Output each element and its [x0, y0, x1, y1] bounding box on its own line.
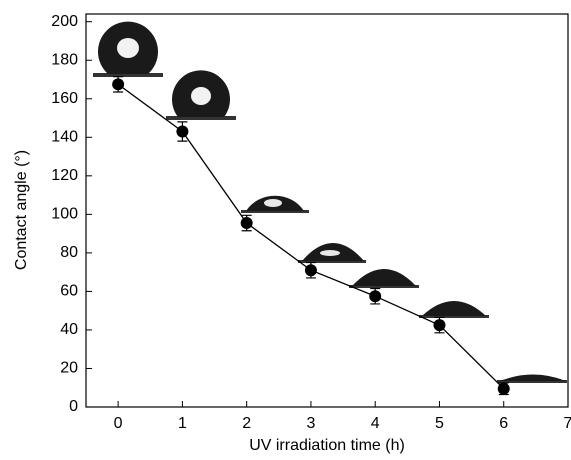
x-tick-label: 7: [564, 415, 571, 432]
series-line: [117, 83, 505, 390]
y-tick-label: 120: [51, 167, 78, 184]
x-tick-label: 1: [178, 415, 187, 432]
y-tick-label: 100: [51, 206, 78, 223]
data-point: [497, 382, 510, 395]
y-tick-label: 0: [69, 398, 78, 415]
data-point: [176, 125, 189, 138]
x-tick-label: 5: [435, 415, 444, 432]
data-point: [369, 290, 382, 303]
x-tick-label: 6: [499, 415, 508, 432]
data-point: [240, 217, 253, 230]
y-tick-label: 80: [60, 244, 78, 261]
y-tick-label: 40: [60, 321, 78, 338]
y-tick-label: 160: [51, 90, 78, 107]
y-tick-label: 20: [60, 360, 78, 377]
y-tick-label: 200: [51, 13, 78, 30]
y-tick-label: 140: [51, 129, 78, 146]
x-tick-label: 0: [114, 415, 123, 432]
x-axis-label: UV irradiation time (h): [249, 437, 405, 454]
plot-frame: [85, 13, 569, 408]
data-point: [304, 264, 317, 277]
x-tick-label: 3: [306, 415, 315, 432]
data-point: [433, 319, 446, 332]
data-point: [112, 78, 125, 91]
y-tick-label: 180: [51, 51, 78, 68]
y-axis-label: Contact angle (°): [13, 150, 30, 270]
droplet-images: [93, 21, 567, 383]
y-tick-label: 60: [60, 283, 78, 300]
x-tick-label: 2: [242, 415, 251, 432]
x-tick-label: 4: [371, 415, 380, 432]
